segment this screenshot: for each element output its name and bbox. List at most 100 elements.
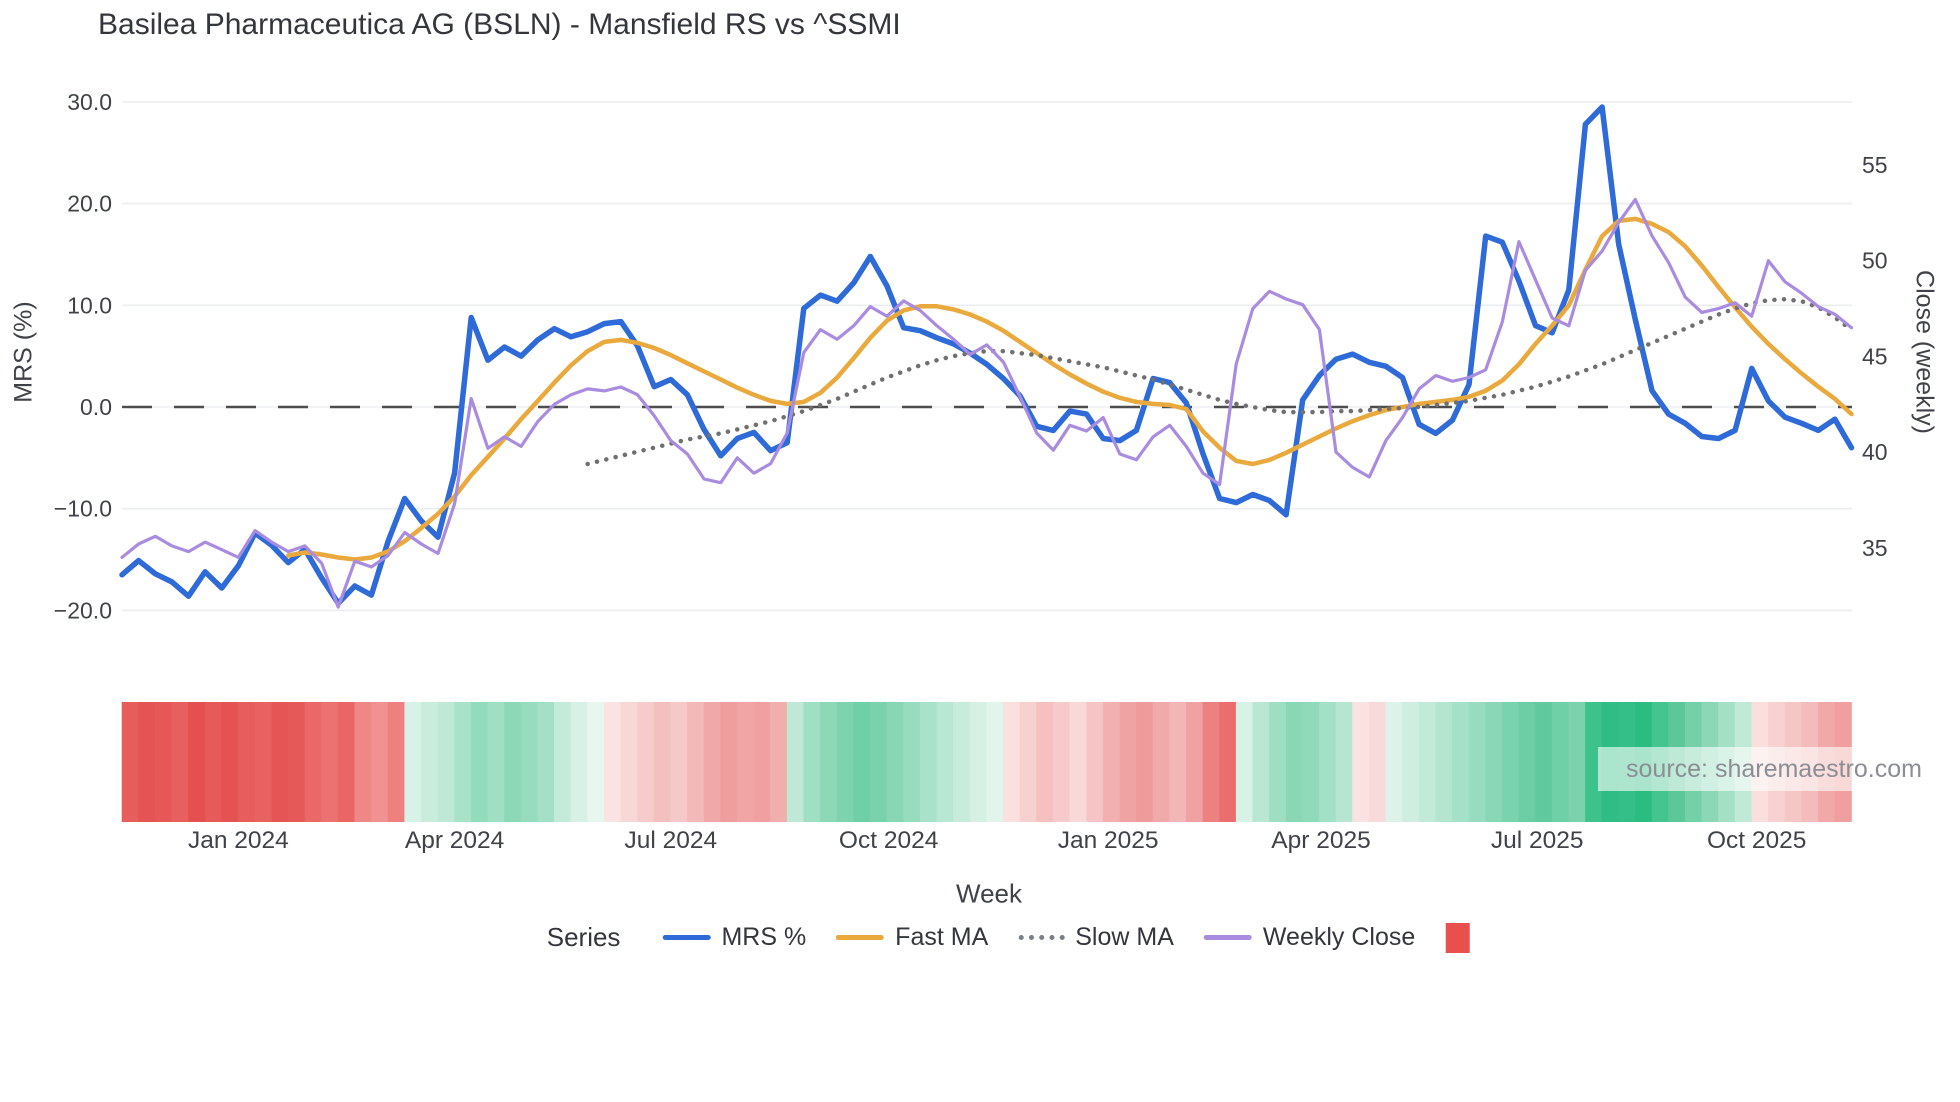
left-tick-label: −20.0 xyxy=(54,597,112,623)
heatmap-cell xyxy=(820,702,838,822)
heatmap-cell xyxy=(803,702,821,822)
heatmap-cell xyxy=(603,702,622,822)
heatmap-cell xyxy=(1119,702,1137,822)
heatmap-cell xyxy=(321,702,339,822)
series-weekly-close xyxy=(120,197,1854,609)
heatmap-cell xyxy=(1086,702,1104,822)
heatmap-cell xyxy=(1501,702,1520,822)
left-tick-label: −10.0 xyxy=(54,496,112,522)
heatmap-cell xyxy=(1402,702,1420,822)
chart-title: Basilea Pharmaceutica AG (BSLN) - Mansfi… xyxy=(98,8,901,41)
heatmap-cell xyxy=(554,702,572,822)
heatmap-cell xyxy=(753,702,771,822)
heatmap-cell xyxy=(1468,702,1486,822)
heatmap-cell xyxy=(1302,702,1320,822)
right-tick-label: 40 xyxy=(1862,439,1888,465)
heatmap-cell xyxy=(1252,702,1270,822)
legend-swatch-line xyxy=(662,935,711,940)
legend-item-heatmap[interactable] xyxy=(1445,922,1470,953)
heatmap-cell xyxy=(520,702,539,822)
heatmap-cell xyxy=(986,702,1004,822)
legend: Series MRS % Fast MA Slow MA Weekly Close xyxy=(547,922,1470,953)
legend-swatch-line xyxy=(836,935,885,940)
heatmap-cell xyxy=(1052,702,1071,822)
heatmap-cell xyxy=(1585,702,1603,822)
heatmap-cell xyxy=(1551,702,1570,822)
heatmap-cell xyxy=(687,702,705,822)
heatmap-cell xyxy=(737,702,755,822)
heatmap-cell xyxy=(853,702,871,822)
heatmap-cell xyxy=(587,702,605,822)
right-tick-label: 45 xyxy=(1862,343,1888,369)
heatmap-cell xyxy=(454,702,472,822)
legend-item-label: Fast MA xyxy=(895,923,989,951)
heatmap-cell xyxy=(1019,702,1037,822)
heatmap-cell xyxy=(936,702,954,822)
legend-item-fast-ma[interactable]: Fast MA xyxy=(836,923,988,952)
heatmap-cell xyxy=(1518,702,1536,822)
heatmap-cell xyxy=(1418,702,1437,822)
x-tick-label: Apr 2024 xyxy=(405,827,504,854)
legend-item-weekly-close[interactable]: Weekly Close xyxy=(1203,923,1415,952)
heatmap-cell xyxy=(1319,702,1337,822)
legend-swatch-line xyxy=(1203,935,1252,940)
heatmap-cell xyxy=(953,702,971,822)
heatmap-cell xyxy=(271,702,289,822)
legend-item-mrs-[interactable]: MRS % xyxy=(662,923,806,952)
heatmap-cell xyxy=(703,702,721,822)
heatmap-cell xyxy=(188,702,206,822)
series-fast-ma xyxy=(286,216,1854,562)
heatmap-cell xyxy=(1069,702,1087,822)
x-tick-label: Apr 2025 xyxy=(1271,827,1370,854)
heatmap-cell xyxy=(371,702,389,822)
heatmap-cell xyxy=(171,702,189,822)
x-tick-label: Oct 2024 xyxy=(839,827,938,854)
heatmap-cell xyxy=(670,702,688,822)
heatmap-cell xyxy=(969,702,988,822)
series-mrs- xyxy=(119,104,1855,607)
heatmap-cell xyxy=(1435,702,1453,822)
heatmap-cell xyxy=(903,702,921,822)
heatmap-cell xyxy=(1169,702,1187,822)
heatmap-cell xyxy=(1235,702,1254,822)
heatmap-cell xyxy=(404,702,422,822)
heatmap-cell xyxy=(620,702,638,822)
heatmap-cell xyxy=(1136,702,1154,822)
legend-swatch-square xyxy=(1445,922,1470,953)
x-tick-label: Jul 2024 xyxy=(624,827,717,854)
heatmap-cell xyxy=(1003,702,1021,822)
heatmap-cell xyxy=(836,702,855,822)
heatmap-cell xyxy=(1352,702,1370,822)
heatmap-cell xyxy=(354,702,372,822)
source-watermark: source: sharemaestro.com xyxy=(1598,747,1950,791)
x-axis-title: Week xyxy=(956,878,1022,909)
heatmap-cell xyxy=(537,702,555,822)
heatmap-cell xyxy=(1186,702,1204,822)
heatmap-cell xyxy=(437,702,455,822)
heatmap-cell xyxy=(1535,702,1553,822)
heatmap-cell xyxy=(1385,702,1403,822)
heatmap-cell xyxy=(504,702,522,822)
heatmap-cell xyxy=(1485,702,1503,822)
heatmap-cell xyxy=(720,702,738,822)
heatmap-cell xyxy=(254,702,272,822)
heatmap-cell xyxy=(1152,702,1170,822)
heatmap-cell xyxy=(886,702,904,822)
legend-item-slow-ma[interactable]: Slow MA xyxy=(1018,923,1174,952)
heatmap-cell xyxy=(238,702,256,822)
heatmap-cell xyxy=(288,702,306,822)
heatmap-cell xyxy=(570,702,588,822)
heatmap-cell xyxy=(304,702,322,822)
heatmap-cell xyxy=(770,702,788,822)
heatmap-cell xyxy=(870,702,888,822)
heatmap-cell xyxy=(919,702,938,822)
heatmap-cell xyxy=(421,702,439,822)
legend-title: Series xyxy=(546,922,621,952)
heatmap-cell xyxy=(1102,702,1121,822)
heatmap-cell xyxy=(470,702,489,822)
heatmap-cell xyxy=(1219,702,1237,822)
heatmap-cell xyxy=(1452,702,1470,822)
right-tick-label: 55 xyxy=(1862,152,1888,178)
